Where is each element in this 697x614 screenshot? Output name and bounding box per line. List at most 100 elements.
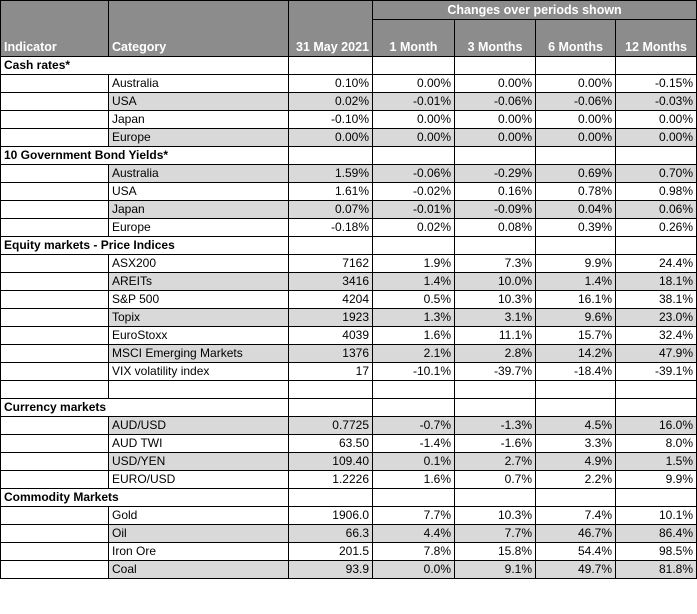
category-cell: Japan <box>108 110 289 129</box>
change-3-months: 0.00% <box>454 128 536 147</box>
changes-over-periods-header: Changes over periods shown <box>371 0 697 20</box>
empty-cell <box>0 380 109 399</box>
change-1-month: 1.6% <box>372 326 455 345</box>
value-31-may-2021: 1376 <box>288 344 373 363</box>
section-header-row: Commodity Markets <box>0 488 697 507</box>
change-12-months: 0.26% <box>614 218 697 237</box>
change-3-months: -1.3% <box>454 416 536 435</box>
section-header-row: Currency markets <box>0 398 697 417</box>
change-6-months: 0.00% <box>535 74 616 93</box>
change-6-months: 7.4% <box>535 506 616 525</box>
change-3-months: 10.3% <box>454 290 536 309</box>
table-row: S&P 500 4204 0.5% 10.3% 16.1% 38.1% <box>0 290 697 309</box>
empty-cell <box>535 236 616 255</box>
change-6-months: -18.4% <box>535 362 616 381</box>
change-12-months: -0.15% <box>614 74 697 93</box>
header-blank-cell <box>288 0 373 20</box>
category-cell: Topix <box>108 308 289 327</box>
indicator-cell <box>0 326 109 345</box>
change-6-months: 2.2% <box>535 470 616 489</box>
category-cell: AUD TWI <box>108 434 289 453</box>
change-6-months: 14.2% <box>535 344 616 363</box>
table-row: USA 1.61% -0.02% 0.16% 0.78% 0.98% <box>0 182 697 201</box>
table-row: EURO/USD 1.2226 1.6% 0.7% 2.2% 9.9% <box>0 470 697 489</box>
indicator-cell <box>0 92 109 111</box>
empty-cell <box>108 380 289 399</box>
change-12-months: 16.0% <box>614 416 697 435</box>
change-12-months: 23.0% <box>614 308 697 327</box>
change-12-months: 0.98% <box>614 182 697 201</box>
value-31-may-2021: 3416 <box>288 272 373 291</box>
column-header-12-months: 12 Months <box>614 37 697 57</box>
change-12-months: 0.06% <box>614 200 697 219</box>
indicator-cell <box>0 182 109 201</box>
change-3-months: 15.8% <box>454 542 536 561</box>
empty-cell <box>454 236 536 255</box>
table-row: MSCI Emerging Markets 1376 2.1% 2.8% 14.2% 47… <box>0 344 697 363</box>
value-31-may-2021: 4204 <box>288 290 373 309</box>
indicator-cell <box>0 434 109 453</box>
indicator-cell <box>0 200 109 219</box>
change-12-months: 0.00% <box>614 110 697 129</box>
table-row: Australia 0.10% 0.00% 0.00% 0.00% -0.15% <box>0 74 697 93</box>
value-31-may-2021: 0.07% <box>288 200 373 219</box>
change-3-months: 7.7% <box>454 524 536 543</box>
empty-cell <box>614 56 697 75</box>
change-12-months: 47.9% <box>614 344 697 363</box>
category-cell: Gold <box>108 506 289 525</box>
category-cell: VIX volatility index <box>108 362 289 381</box>
indicator-cell <box>0 524 109 543</box>
table-row: Australia 1.59% -0.06% -0.29% 0.69% 0.70% <box>0 164 697 183</box>
value-31-may-2021: 0.10% <box>288 74 373 93</box>
change-12-months: 0.00% <box>614 128 697 147</box>
column-header-6-months: 6 Months <box>535 37 616 57</box>
indicator-cell <box>0 290 109 309</box>
header-blank-cell <box>614 19 697 37</box>
change-12-months: 10.1% <box>614 506 697 525</box>
change-6-months: 46.7% <box>535 524 616 543</box>
column-header-category: Category <box>108 37 289 57</box>
empty-cell <box>372 56 455 75</box>
change-3-months: 10.3% <box>454 506 536 525</box>
change-1-month: 7.7% <box>372 506 455 525</box>
indicator-cell <box>0 272 109 291</box>
category-cell: USD/YEN <box>108 452 289 471</box>
header-blank-cell <box>108 19 289 37</box>
category-cell: Oil <box>108 524 289 543</box>
change-1-month: 1.3% <box>372 308 455 327</box>
header-blank-cell <box>372 19 455 37</box>
change-6-months: 0.78% <box>535 182 616 201</box>
change-1-month: 0.5% <box>372 290 455 309</box>
column-header-date: 31 May 2021 <box>288 37 373 57</box>
value-31-may-2021: 0.00% <box>288 128 373 147</box>
empty-cell <box>535 488 616 507</box>
indicator-cell <box>0 416 109 435</box>
change-3-months: 11.1% <box>454 326 536 345</box>
change-6-months: 54.4% <box>535 542 616 561</box>
value-31-may-2021: 1.59% <box>288 164 373 183</box>
market-indicators-table-container: Changes over periods shown Indicator Cat… <box>0 0 697 579</box>
change-3-months: -0.29% <box>454 164 536 183</box>
change-1-month: 0.00% <box>372 74 455 93</box>
value-31-may-2021: 1.61% <box>288 182 373 201</box>
change-12-months: 98.5% <box>614 542 697 561</box>
empty-cell <box>454 398 536 417</box>
indicator-cell <box>0 218 109 237</box>
table-row: Iron Ore 201.5 7.8% 15.8% 54.4% 98.5% <box>0 542 697 561</box>
change-6-months: 4.9% <box>535 452 616 471</box>
section-title: Cash rates* <box>0 56 289 75</box>
change-3-months: 9.1% <box>454 560 536 579</box>
change-1-month: -10.1% <box>372 362 455 381</box>
change-12-months: 24.4% <box>614 254 697 273</box>
change-6-months: 0.69% <box>535 164 616 183</box>
change-1-month: 0.02% <box>372 218 455 237</box>
empty-cell <box>454 146 536 165</box>
change-12-months: -39.1% <box>614 362 697 381</box>
category-cell: Europe <box>108 218 289 237</box>
empty-cell <box>454 488 536 507</box>
empty-cell <box>288 236 373 255</box>
change-12-months: 81.8% <box>614 560 697 579</box>
change-1-month: 2.1% <box>372 344 455 363</box>
change-1-month: 0.00% <box>372 128 455 147</box>
category-cell: MSCI Emerging Markets <box>108 344 289 363</box>
